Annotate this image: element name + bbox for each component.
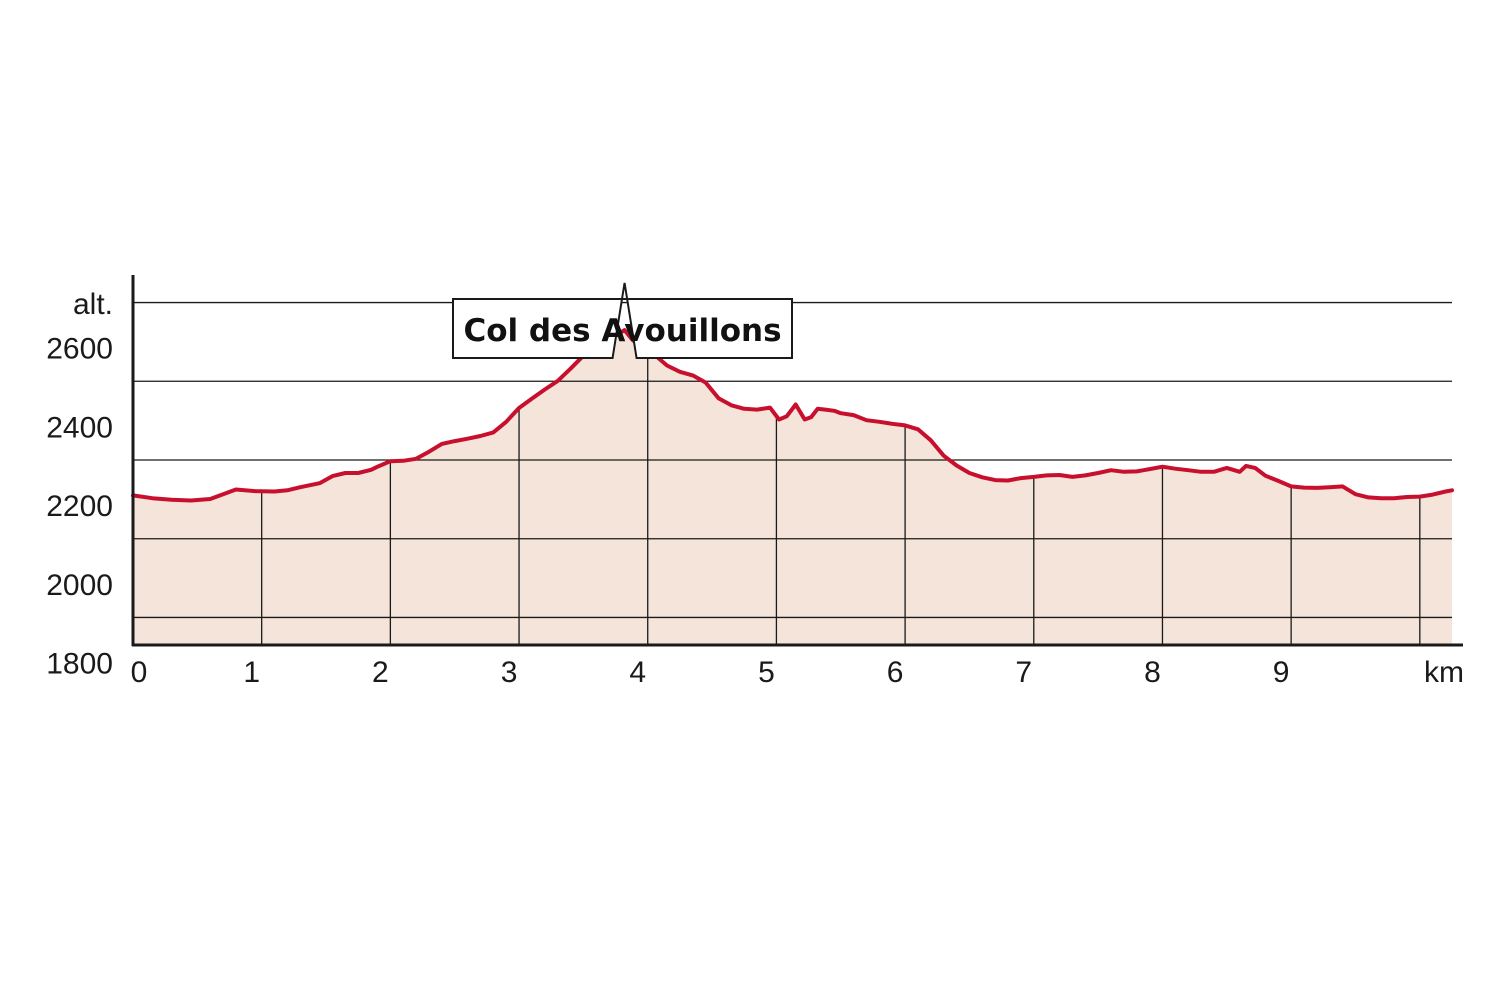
x-tick-label: 3 [501,656,518,689]
y-tick-label: 2200 [46,490,113,523]
x-tick-label: 9 [1273,656,1290,689]
km-vertical-lines [261,351,1421,645]
x-tick-label: 6 [887,656,904,689]
y-tick-label: 1800 [46,648,113,681]
callout-label: Col des Avouillons [463,313,781,349]
x-tick-label: 1 [243,656,260,689]
y-axis-label: alt. [73,288,113,321]
x-tick-label: 5 [758,656,775,689]
callout-box [452,282,793,359]
x-tick-labels: 0 1 2 3 4 5 6 7 8 9 [131,656,1290,689]
x-tick-label: 7 [1015,656,1032,689]
elevation-area-fill [133,330,1452,645]
x-tick-label: 2 [372,656,389,689]
summit-callout: Col des Avouillons [452,282,793,359]
y-tick-label: 2600 [46,333,113,366]
y-tick-label: 2400 [46,411,113,444]
y-tick-labels: 1800 2000 2200 2400 2600 [46,333,113,681]
axes [131,275,1463,647]
x-axis-label: km [1424,656,1464,689]
x-tick-label: 4 [629,656,646,689]
x-tick-label: 8 [1144,656,1161,689]
x-tick-label: 0 [131,656,148,689]
elevation-profile-line [131,328,1454,503]
y-tick-label: 2000 [46,569,113,602]
